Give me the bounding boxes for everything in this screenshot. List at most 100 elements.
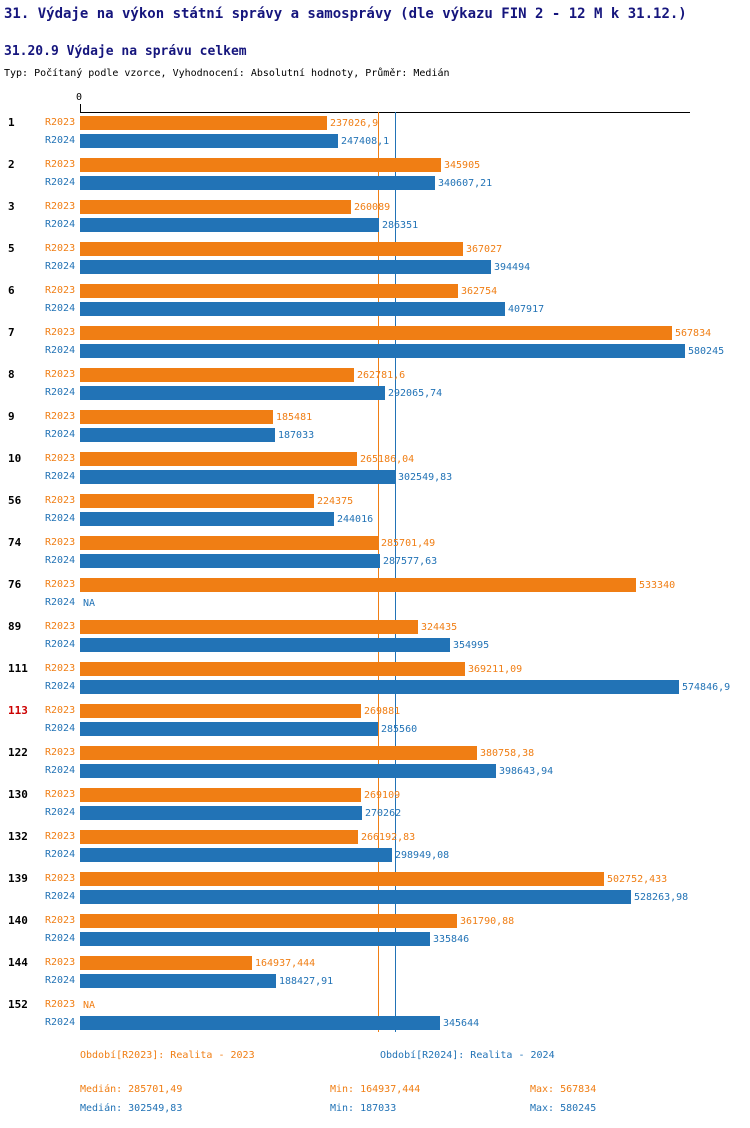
bar-R2024 — [80, 890, 631, 904]
bar-R2024 — [80, 302, 505, 316]
bar-zone: 287577,63 — [80, 552, 437, 570]
group-id-label: 74 — [8, 536, 22, 549]
stat-median-r2024: Medián: 302549,83 — [80, 1103, 183, 1114]
bar-row: R2024 247408,1 — [0, 132, 750, 150]
bar-zone: 237026,9 — [80, 114, 378, 132]
group-id-label: 113 — [8, 704, 28, 717]
bar-zone: 187033 — [80, 426, 314, 444]
bar-zone: 574846,9 — [80, 678, 730, 696]
series-label: R2023 — [45, 747, 76, 758]
series-label: R2023 — [45, 789, 76, 800]
bar-R2023 — [80, 158, 441, 172]
series-label: R2023 — [45, 663, 76, 674]
bar-row: R2024 270262 — [0, 804, 750, 822]
chart-group: 7 R2023 567834 R2024 580245 — [0, 324, 750, 360]
series-label: R2024 — [45, 429, 76, 440]
value-label: 567834 — [675, 327, 712, 339]
chart-group: 132 R2023 266192,83 R2024 298949,08 — [0, 828, 750, 864]
group-id-label: 89 — [8, 620, 22, 633]
value-label: 247408,1 — [341, 135, 390, 147]
bar-zone: 354995 — [80, 636, 489, 654]
bar-R2024 — [80, 428, 275, 442]
bar-zone: 298949,08 — [80, 846, 449, 864]
bar-zone: 270262 — [80, 804, 401, 822]
group-id-label: 140 — [8, 914, 28, 927]
bar-R2023 — [80, 914, 457, 928]
bar-R2023 — [80, 452, 357, 466]
value-label: NA — [83, 999, 96, 1011]
plot-area: 1 R2023 237026,9 R2024 247408,1 2 R2023 345905 R… — [0, 112, 750, 1032]
chart-group: 76 R2023 533340 R2024 NA — [0, 576, 750, 612]
bar-R2023 — [80, 116, 327, 130]
group-id-label: 122 — [8, 746, 28, 759]
series-label: R2024 — [45, 723, 76, 734]
chart-group: 140 R2023 361790,88 R2024 335846 — [0, 912, 750, 948]
bar-row: R2023 269109 — [0, 786, 750, 804]
bar-R2024 — [80, 932, 430, 946]
group-id-label: 76 — [8, 578, 22, 591]
chart-groups: 1 R2023 237026,9 R2024 247408,1 2 R2023 345905 R… — [0, 112, 750, 1032]
group-id-label: 10 — [8, 452, 22, 465]
bar-R2024 — [80, 764, 496, 778]
bar-row: R2024 187033 — [0, 426, 750, 444]
series-label: R2024 — [45, 261, 76, 272]
series-label: R2024 — [45, 1017, 76, 1028]
bar-R2024 — [80, 470, 395, 484]
value-label: NA — [83, 597, 96, 609]
value-label: 580245 — [688, 345, 725, 357]
series-label: R2023 — [45, 495, 76, 506]
bar-row: R2024 NA — [0, 594, 750, 612]
bar-row: R2024 354995 — [0, 636, 750, 654]
series-label: R2024 — [45, 597, 76, 608]
series-label: R2024 — [45, 177, 76, 188]
bar-row: R2024 287577,63 — [0, 552, 750, 570]
bar-row: R2023 265186,04 — [0, 450, 750, 468]
value-label: 266192,83 — [361, 831, 416, 843]
series-label: R2023 — [45, 285, 76, 296]
value-label: 361790,88 — [460, 915, 515, 927]
x-axis-zero-label: 0 — [76, 92, 83, 103]
series-label: R2023 — [45, 999, 76, 1010]
value-label: 335846 — [433, 933, 470, 945]
bar-row: R2024 302549,83 — [0, 468, 750, 486]
stat-max-r2024: Max: 580245 — [530, 1103, 597, 1114]
value-label: 188427,91 — [279, 975, 334, 987]
group-id-label: 111 — [8, 662, 28, 675]
value-label: 164937,444 — [255, 957, 316, 969]
series-label: R2023 — [45, 915, 76, 926]
bar-row: R2023 260089 — [0, 198, 750, 216]
stat-median-r2023: Medián: 285701,49 — [80, 1084, 183, 1095]
bar-zone: 285701,49 — [80, 534, 435, 552]
bar-zone: 362754 — [80, 282, 497, 300]
chart-group: 89 R2023 324435 R2024 354995 — [0, 618, 750, 654]
bar-row: R2023 NA — [0, 996, 750, 1014]
bar-R2024 — [80, 344, 685, 358]
series-label: R2024 — [45, 471, 76, 482]
group-id-label: 8 — [8, 368, 15, 381]
value-label: 340607,21 — [438, 177, 493, 189]
chart-group: 5 R2023 367027 R2024 394494 — [0, 240, 750, 276]
series-label: R2024 — [45, 681, 76, 692]
bar-zone: 345644 — [80, 1014, 479, 1032]
bar-R2024 — [80, 512, 334, 526]
bar-zone: 394494 — [80, 258, 530, 276]
value-label: 224375 — [317, 495, 354, 507]
bar-row: R2023 567834 — [0, 324, 750, 342]
group-id-label: 132 — [8, 830, 28, 843]
bar-R2023 — [80, 536, 378, 550]
bar-row: R2023 380758,38 — [0, 744, 750, 762]
bar-R2023 — [80, 788, 361, 802]
value-label: 362754 — [461, 285, 498, 297]
value-label: 262781,6 — [357, 369, 406, 381]
bar-R2023 — [80, 200, 351, 214]
series-label: R2024 — [45, 807, 76, 818]
bar-R2024 — [80, 638, 450, 652]
stat-min-r2023: Min: 164937,444 — [330, 1084, 421, 1095]
bar-R2023 — [80, 746, 477, 760]
value-label: 380758,38 — [480, 747, 535, 759]
value-label: 324435 — [421, 621, 458, 633]
value-label: 269881 — [364, 705, 401, 717]
bar-zone: 324435 — [80, 618, 457, 636]
series-label: R2023 — [45, 957, 76, 968]
bar-zone: 269109 — [80, 786, 400, 804]
